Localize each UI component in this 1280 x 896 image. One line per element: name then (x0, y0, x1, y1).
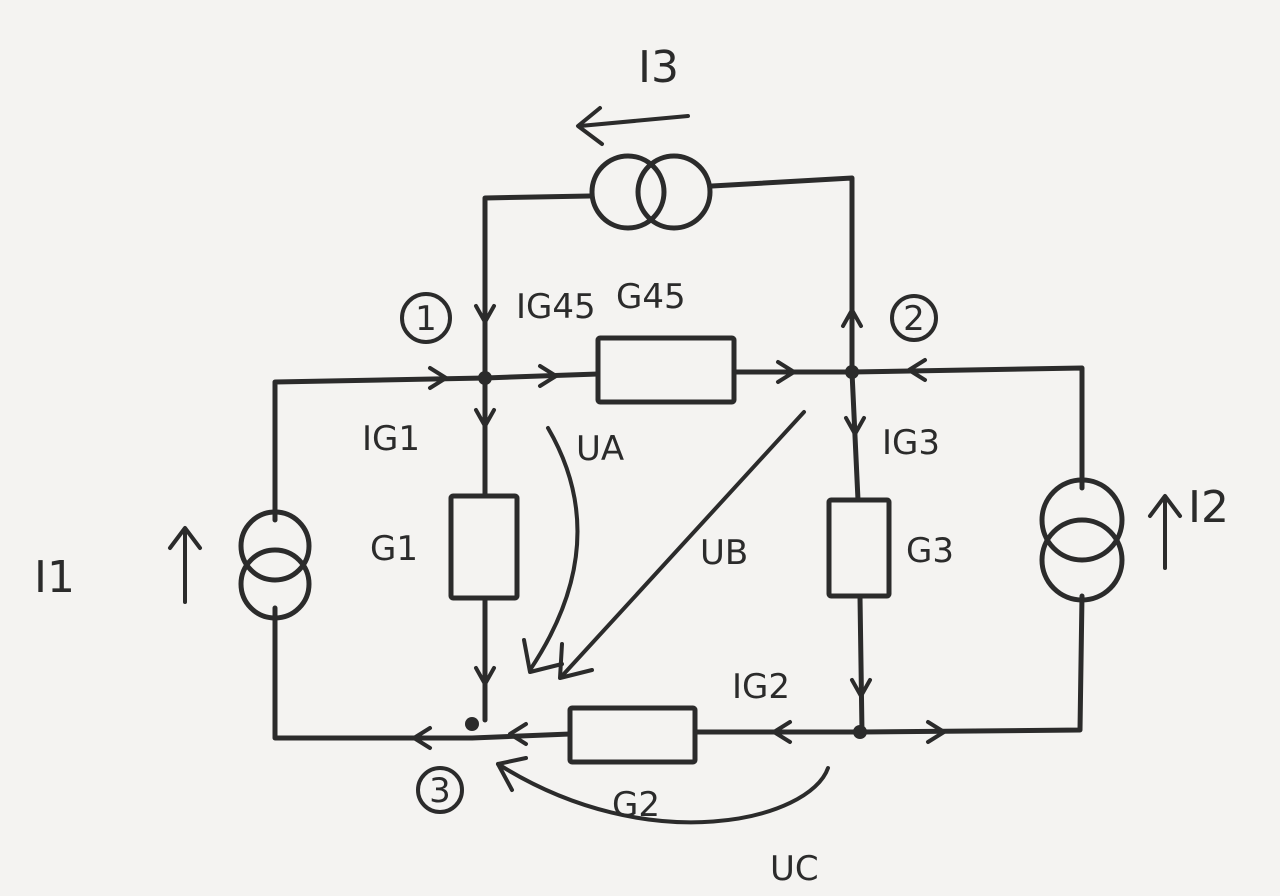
g3-label: G3 (906, 531, 954, 571)
ub-label: UB (700, 533, 748, 573)
i2-label: I2 (1188, 482, 1229, 533)
ua-label: UA (576, 429, 624, 469)
uc-arrow-head (496, 756, 528, 792)
i3-direction-arrow (576, 106, 690, 146)
ig1-label: IG1 (362, 419, 420, 459)
g2-label: G2 (612, 785, 660, 825)
g45-resistor (595, 335, 737, 405)
node-3-dot (465, 717, 479, 731)
node-3-label: 3 (416, 766, 464, 814)
g45-label: G45 (616, 277, 686, 317)
current-source-i3 (589, 153, 713, 231)
node-1-dot (478, 371, 492, 385)
g1-label: G1 (370, 529, 418, 569)
uc-label: UC (770, 849, 819, 889)
ig45-label: IG45 (516, 287, 596, 327)
current-source-i2 (1039, 477, 1125, 603)
node-1-label: 1 (400, 292, 452, 344)
g3-resistor (826, 497, 892, 599)
node-3-text: 3 (429, 771, 451, 811)
g1-resistor (448, 493, 520, 601)
node-2-text: 2 (903, 299, 925, 339)
ub-arrow-head (558, 642, 594, 680)
current-source-i1 (238, 509, 312, 621)
ig2-label: IG2 (732, 667, 790, 707)
ig3-label: IG3 (882, 423, 940, 463)
ua-voltage-arrow (528, 426, 580, 672)
node-2-label: 2 (890, 294, 938, 342)
ua-arrow-head (522, 638, 564, 674)
node-4-dot (853, 725, 867, 739)
node-1-text: 1 (415, 299, 437, 339)
i3-label: I3 (638, 42, 679, 93)
node-2-dot (845, 365, 859, 379)
i1-label: I1 (34, 552, 75, 603)
wires (272, 175, 1085, 741)
i1-direction-arrow (168, 526, 202, 604)
wire-current-arrows (412, 304, 946, 750)
ub-voltage-arrow (560, 410, 806, 678)
i2-direction-arrow (1148, 494, 1182, 570)
g2-resistor (567, 705, 698, 765)
uc-voltage-arrow (496, 762, 830, 825)
